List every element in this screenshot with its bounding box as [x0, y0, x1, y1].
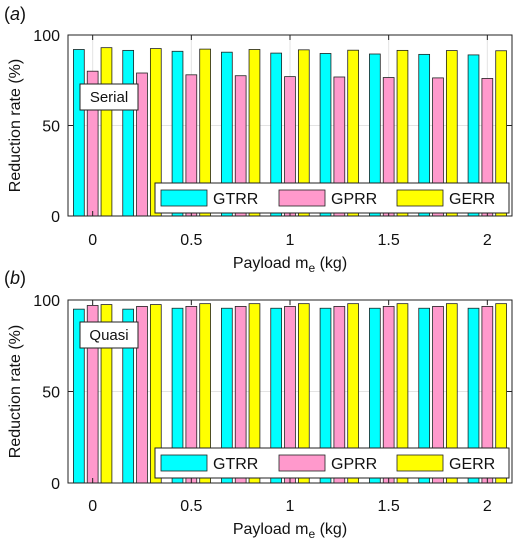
- legend-swatch-gprr: [278, 189, 326, 207]
- panel-label-letter: b: [10, 268, 20, 288]
- x-axis-label-main: Payload m: [233, 255, 309, 272]
- series-gtrr: [73, 307, 480, 484]
- mode-label: Quasi: [89, 327, 128, 344]
- legend: GTRR GPRR GERR: [154, 182, 510, 214]
- panel-label-paren: ): [20, 268, 26, 288]
- legend-swatch-gprr: [278, 454, 326, 472]
- legend-box: [154, 447, 510, 479]
- y-tick-label: 100: [33, 293, 60, 310]
- x-axis-label-unit: (kg): [315, 521, 347, 538]
- legend-label-gerr: GERR: [449, 191, 495, 208]
- y-tick-label: 0: [51, 476, 60, 493]
- bar-gtrr: [73, 49, 85, 217]
- y-axis-label: Reduction rate (%): [7, 59, 24, 192]
- series-gprr: [86, 305, 494, 484]
- panel-label-paren: ): [20, 4, 26, 24]
- mode-label-box: [79, 83, 139, 111]
- x-axis-label-unit: (kg): [315, 255, 347, 272]
- legend-label-gprr: GPRR: [331, 191, 377, 208]
- legend-swatch-gerr: [396, 454, 444, 472]
- panel-a: 0 0.5 1 1.5 2 0 50 100 Reduction rate (%) Payload…: [4, 4, 513, 275]
- x-tick-label: 1: [286, 498, 295, 515]
- series-gprr: [86, 70, 494, 217]
- y-tick-label: 50: [42, 119, 60, 136]
- panel-label: (b): [4, 268, 26, 288]
- legend-label-gtrr: GTRR: [213, 456, 258, 473]
- legend-swatch-gerr: [396, 189, 444, 207]
- mode-label: Serial: [90, 89, 128, 106]
- x-axis-label-subscript: e: [308, 527, 315, 541]
- panel-label-paren: (: [4, 4, 10, 24]
- x-tick-label: 1.5: [378, 498, 400, 515]
- legend-label-gtrr: GTRR: [213, 191, 258, 208]
- bar-gerr: [100, 47, 113, 217]
- legend-label-gerr: GERR: [449, 456, 495, 473]
- x-axis-label: Payload me (kg): [233, 255, 347, 275]
- y-tick-label: 50: [42, 385, 60, 402]
- panel-label: (a): [4, 4, 26, 24]
- legend-swatch-gtrr: [160, 189, 208, 207]
- x-tick-label: 2: [483, 232, 492, 249]
- panel-label-paren: (: [4, 268, 10, 288]
- panel-b: 0 0.5 1 1.5 2 0 50 100 Reduction rate (%) Payload…: [4, 268, 513, 541]
- x-axis-label-subscript: e: [308, 261, 315, 275]
- x-tick-label: 0.5: [180, 232, 202, 249]
- legend-label-gprr: GPRR: [331, 456, 377, 473]
- x-axis-label: Payload me (kg): [233, 521, 347, 541]
- legend-swatch-gtrr: [160, 454, 208, 472]
- y-tick-label: 100: [33, 28, 60, 45]
- x-tick-label: 0.5: [180, 498, 202, 515]
- y-tick-label: 0: [51, 209, 60, 226]
- mode-label-box: [79, 321, 139, 349]
- x-tick-label: 1: [286, 232, 295, 249]
- series-gerr: [100, 47, 507, 217]
- legend-box: [154, 182, 510, 214]
- x-tick-label: 2: [483, 498, 492, 515]
- legend: GTRR GPRR GERR: [154, 447, 510, 479]
- panel-label-letter: a: [10, 4, 20, 24]
- x-axis-label-main: Payload m: [233, 521, 309, 538]
- x-tick-label: 0: [88, 232, 97, 249]
- bar-gtrr: [122, 49, 135, 217]
- x-tick-label: 0: [88, 498, 97, 515]
- x-tick-label: 1.5: [378, 232, 400, 249]
- y-axis-label: Reduction rate (%): [7, 325, 24, 458]
